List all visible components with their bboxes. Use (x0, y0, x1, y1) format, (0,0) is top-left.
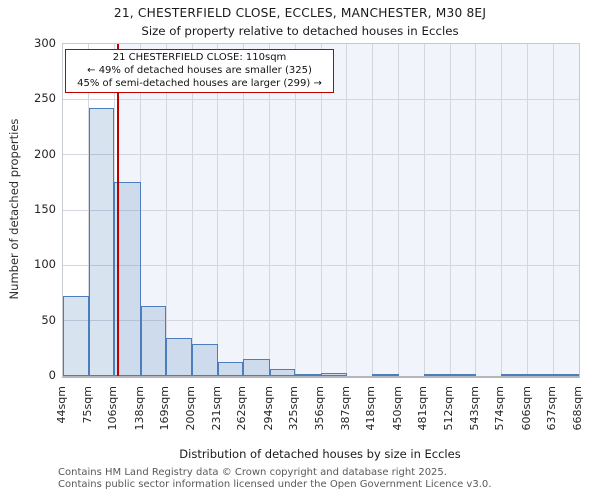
annotation-property-label: 21 CHESTERFIELD CLOSE: 110sqm (112, 52, 287, 63)
x-axis-label: Distribution of detached houses by size … (179, 447, 461, 461)
histogram-bar (63, 296, 89, 376)
y-tick-label: 100 (34, 257, 56, 272)
x-tick-label: 44sqm (55, 386, 68, 424)
x-tick-label: 325sqm (287, 386, 301, 431)
x-tick-label: 418sqm (364, 386, 378, 431)
histogram-bar (553, 374, 579, 376)
x-tick-label: 138sqm (132, 386, 146, 431)
horizontal-gridline (63, 98, 579, 100)
x-tick-label: 169sqm (158, 386, 172, 431)
histogram-bar (269, 369, 296, 376)
histogram-bar (217, 361, 244, 376)
histogram-bar (527, 374, 554, 376)
y-tick-label: 0 (48, 368, 56, 382)
histogram-bar (88, 108, 115, 376)
y-axis-label: Number of detached properties (7, 118, 21, 300)
page-subtitle: Size of property relative to detached ho… (141, 24, 459, 38)
histogram-plot-area (62, 43, 580, 378)
x-tick-label: 637sqm (545, 386, 559, 431)
y-tick-label: 300 (34, 36, 56, 50)
x-tick-label: 512sqm (442, 386, 455, 431)
y-tick-label: 50 (41, 312, 56, 327)
histogram-bar (372, 373, 399, 376)
histogram-bar (243, 359, 270, 376)
histogram-bar (450, 374, 476, 376)
histogram-bar (501, 374, 528, 376)
x-tick-label: 106sqm (106, 386, 120, 431)
x-tick-label: 200sqm (184, 386, 197, 431)
x-tick-label: 294sqm (261, 386, 275, 431)
x-tick-label: 75sqm (80, 386, 94, 424)
histogram-bar (140, 306, 167, 376)
x-tick-label: 543sqm (467, 386, 481, 431)
x-tick-label: 356sqm (313, 386, 326, 431)
footer-copyright-line2: Contains public sector information licen… (58, 479, 492, 490)
horizontal-gridline (63, 320, 579, 322)
x-tick-label: 450sqm (390, 386, 404, 431)
y-tick-label: 250 (34, 91, 56, 106)
property-annotation-box: 21 CHESTERFIELD CLOSE: 110sqm ← 49% of d… (65, 49, 334, 93)
horizontal-gridline (63, 154, 579, 156)
x-tick-label: 262sqm (235, 386, 249, 431)
y-tick-label: 150 (34, 202, 56, 216)
x-tick-label: 668sqm (571, 386, 584, 431)
footer-copyright-line1: Contains HM Land Registry data © Crown c… (58, 467, 447, 478)
histogram-bar (166, 338, 192, 376)
x-tick-label: 606sqm (519, 386, 533, 431)
histogram-bar (321, 372, 347, 376)
histogram-bar (295, 373, 321, 376)
x-tick-label: 481sqm (416, 386, 430, 431)
y-tick-label: 200 (34, 146, 56, 161)
horizontal-gridline (63, 264, 579, 266)
x-tick-label: 231sqm (209, 386, 223, 431)
annotation-larger-stat: 45% of semi-detached houses are larger (… (77, 78, 322, 89)
horizontal-gridline (63, 209, 579, 211)
histogram-bar (114, 182, 141, 376)
x-tick-label: 574sqm (493, 386, 507, 431)
annotation-smaller-stat: ← 49% of detached houses are smaller (32… (87, 65, 312, 76)
property-size-marker-line (116, 44, 119, 376)
histogram-bar (192, 343, 218, 376)
x-tick-label: 387sqm (338, 386, 352, 431)
page-title: 21, CHESTERFIELD CLOSE, ECCLES, MANCHEST… (113, 6, 487, 20)
histogram-bar (424, 374, 450, 376)
